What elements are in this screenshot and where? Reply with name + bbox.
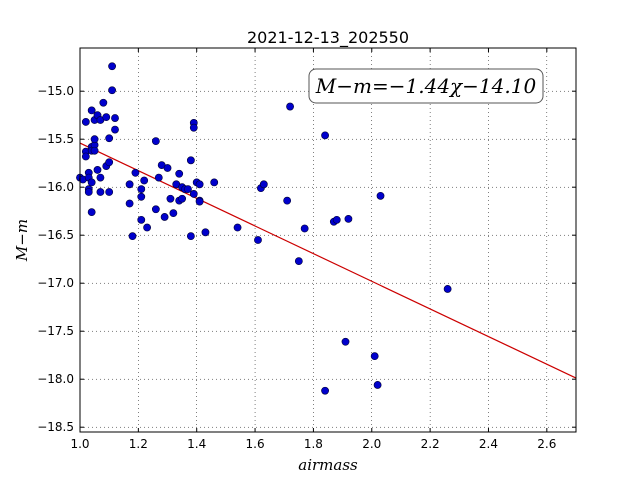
y-tick-label: −18.5 — [37, 420, 74, 434]
data-point — [189, 190, 198, 198]
data-point — [81, 152, 90, 161]
data-point — [125, 180, 134, 189]
data-point — [111, 125, 119, 134]
data-point — [254, 236, 262, 244]
data-point — [96, 173, 105, 182]
data-point — [137, 215, 146, 224]
data-point — [178, 194, 187, 203]
data-point — [105, 134, 114, 143]
data-points — [76, 62, 452, 395]
data-point — [84, 188, 93, 196]
data-point — [321, 386, 329, 395]
data-point — [96, 188, 105, 196]
data-point — [294, 257, 303, 266]
x-tick-label: 1.6 — [246, 437, 265, 451]
data-point — [93, 166, 102, 174]
x-tick-label: 1.8 — [304, 437, 323, 451]
y-axis-label: M−m — [13, 219, 31, 262]
data-point — [108, 86, 116, 95]
y-tick-label: −15.0 — [37, 84, 74, 98]
x-tick-label: 2.6 — [537, 437, 556, 451]
data-point — [125, 199, 134, 208]
x-tick-label: 1.4 — [187, 437, 206, 451]
x-axis-label: airmass — [298, 456, 358, 474]
axis-ticks: 1.0 1.2 1.4 1.6 1.8 2.0 2.2 2.4 2.6 −15.0 −15.5 −16… — [37, 48, 576, 451]
chart-title: 2021-12-13_202550 — [247, 28, 409, 48]
data-point — [151, 137, 160, 146]
data-point — [102, 113, 111, 122]
x-tick-label: 2.2 — [421, 437, 440, 451]
data-point — [131, 168, 140, 177]
data-point — [286, 102, 294, 111]
data-point — [87, 178, 96, 187]
data-point — [186, 156, 195, 165]
data-point — [184, 185, 192, 194]
data-point — [169, 209, 178, 218]
data-point — [201, 228, 210, 237]
y-tick-label: −15.5 — [37, 132, 74, 146]
data-point — [259, 180, 268, 189]
data-point — [99, 98, 108, 107]
data-point — [108, 62, 116, 71]
data-point — [195, 180, 204, 189]
data-point — [137, 192, 146, 201]
plot-frame — [79, 47, 577, 433]
data-point — [81, 118, 90, 126]
data-point — [87, 106, 96, 115]
y-tick-label: −18.0 — [37, 372, 74, 386]
data-point — [210, 178, 219, 187]
data-point — [344, 214, 353, 223]
fit-line — [79, 142, 577, 379]
data-point — [341, 337, 350, 346]
fit-line-group — [79, 142, 577, 379]
data-point — [140, 176, 149, 185]
data-point — [283, 196, 292, 205]
data-point — [160, 213, 169, 221]
data-point — [175, 169, 184, 178]
data-point — [154, 173, 163, 182]
data-point — [151, 205, 160, 214]
data-point — [143, 223, 152, 232]
y-tick-label: −16.0 — [37, 180, 74, 194]
data-point — [186, 232, 195, 241]
data-point — [195, 197, 204, 206]
data-point — [111, 114, 119, 122]
data-point — [443, 285, 452, 293]
x-tick-label: 1.2 — [129, 437, 148, 451]
data-point — [166, 194, 175, 203]
y-tick-label: −17.0 — [37, 276, 74, 290]
x-tick-label: 2.4 — [479, 437, 498, 451]
data-point — [321, 131, 329, 140]
x-tick-label: 2.0 — [362, 437, 381, 451]
data-point — [105, 158, 114, 167]
grid-lines — [79, 48, 576, 432]
data-point — [300, 224, 309, 233]
data-point — [189, 123, 198, 132]
y-tick-label: −16.5 — [37, 228, 74, 242]
y-tick-label: −17.5 — [37, 324, 74, 338]
data-point — [373, 381, 382, 389]
fit-annotation: M−m=−1.44χ−14.10 — [308, 68, 544, 104]
data-point — [332, 215, 341, 224]
annotation-box — [308, 68, 544, 104]
x-tick-label: 1.0 — [70, 437, 89, 451]
data-point — [87, 208, 96, 217]
data-point — [128, 232, 137, 241]
data-point — [376, 191, 385, 200]
data-point — [370, 352, 379, 361]
data-point — [90, 135, 99, 144]
data-point — [90, 146, 99, 155]
data-point — [105, 188, 114, 196]
annotation-text: M−m=−1.44χ−14.10 — [315, 74, 537, 98]
data-point — [163, 164, 172, 172]
data-point — [137, 185, 146, 194]
data-point — [233, 223, 242, 232]
